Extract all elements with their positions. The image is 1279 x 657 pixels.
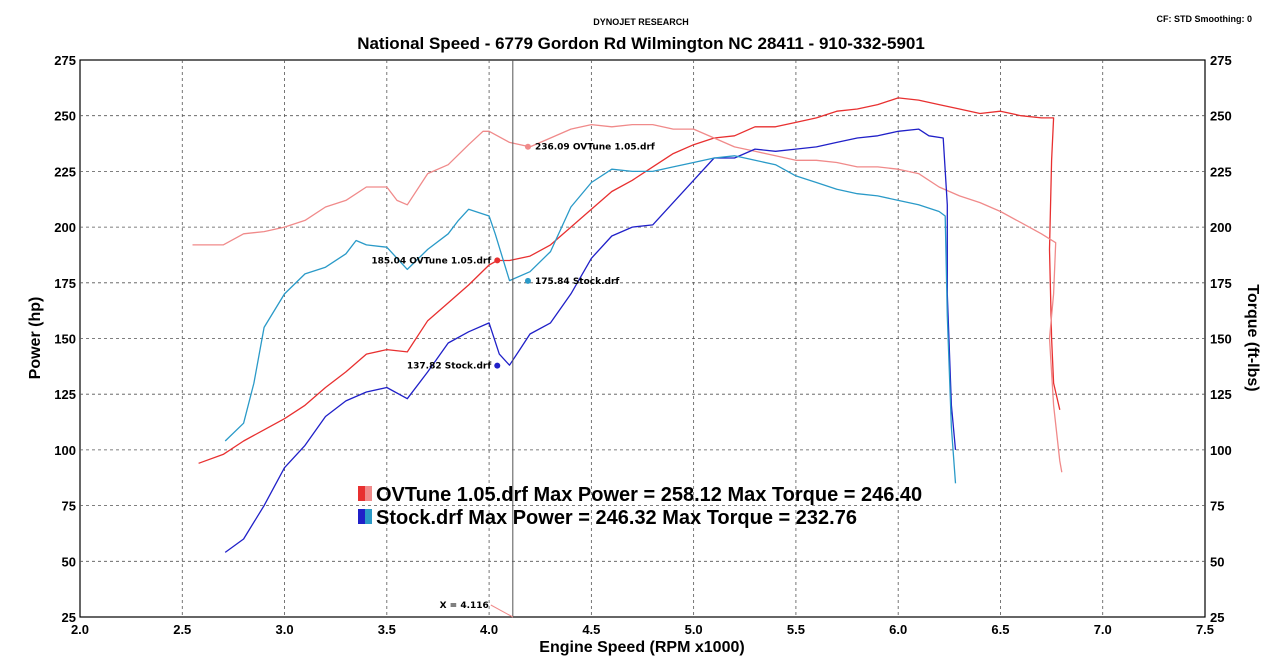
y-tick-label-left: 250 (54, 109, 76, 124)
y-tick-label-left: 200 (54, 220, 76, 235)
y-tick-label-right: 275 (1210, 53, 1232, 68)
x-tick-label: 7.5 (1196, 622, 1214, 637)
x-tick-label: 3.5 (378, 622, 396, 637)
y-tick-labels-right: 25 50 75 100 125 150 175 200 225 250 275 (1210, 53, 1232, 625)
x-tick-label: 4.5 (582, 622, 600, 637)
x-tick-label: 6.5 (991, 622, 1009, 637)
y-tick-label-left: 50 (62, 554, 76, 569)
y-tick-label-left: 100 (54, 443, 76, 458)
annotation-dot (524, 143, 531, 150)
x-tick-labels: 2.0 2.5 3.0 3.5 4.0 4.5 5.0 5.5 6.0 6.5 7.0 7.5 (71, 622, 1214, 637)
x-axis-label: Engine Speed (RPM x1000) (539, 639, 744, 656)
annotation-dot (494, 362, 501, 369)
y-tick-label-left: 75 (62, 499, 76, 514)
x-tick-label: 6.0 (889, 622, 907, 637)
y-axis-label-left: Power (hp) (27, 297, 44, 380)
legend-swatch-torque (365, 486, 372, 501)
y-tick-label-right: 25 (1210, 610, 1224, 625)
cursor-annotations: 236.09 OVTune 1.05.drf 185.04 OVTune 1.05… (371, 143, 655, 372)
legend-swatch-torque (365, 509, 372, 524)
annotation-label: 175.84 Stock.drf (535, 277, 619, 287)
ovtune-power-line (198, 97, 1061, 464)
ovtune-torque-line (192, 123, 1063, 473)
y-tick-label-right: 250 (1210, 109, 1232, 124)
x-tick-label: 5.0 (685, 622, 703, 637)
y-tick-label-right: 175 (1210, 276, 1232, 291)
y-tick-label-left: 25 (62, 610, 76, 625)
y-tick-label-left: 175 (54, 276, 76, 291)
x-tick-label: 2.5 (173, 622, 191, 637)
chart-title: National Speed - 6779 Gordon Rd Wilmingt… (357, 34, 925, 53)
legend-entry: Stock.drf Max Power = 246.32 Max Torque … (376, 507, 857, 529)
y-tick-label-right: 150 (1210, 332, 1232, 347)
x-tick-label: 7.0 (1094, 622, 1112, 637)
stock-torque-line (224, 155, 957, 484)
annotation-label: 236.09 OVTune 1.05.drf (535, 143, 655, 153)
x-tick-label: 2.0 (71, 622, 89, 637)
annotation-label: 137.82 Stock.drf (407, 362, 491, 372)
cursor-label: X = 4.116 (440, 601, 489, 611)
y-axis-label-right: Torque (ft-lbs) (1244, 284, 1261, 391)
y-tick-label-left: 150 (54, 332, 76, 347)
legend-swatch-power (358, 509, 365, 524)
y-tick-labels-left: 25 50 75 100 125 150 175 200 225 250 275 (54, 53, 76, 625)
series-lines (192, 97, 1063, 553)
legend-entry: OVTune 1.05.drf Max Power = 258.12 Max T… (376, 484, 922, 506)
y-tick-label-left: 275 (54, 53, 76, 68)
corner-info: CF: STD Smoothing: 0 (1157, 14, 1253, 24)
y-tick-label-left: 125 (54, 387, 76, 402)
grid (80, 60, 1205, 617)
rpm-cursor: X = 4.116 (440, 60, 514, 618)
x-tick-label: 4.0 (480, 622, 498, 637)
annotation-dot (494, 257, 501, 264)
annotation-label: 185.04 OVTune 1.05.drf (371, 256, 491, 266)
x-tick-label: 3.0 (276, 622, 294, 637)
legend: OVTune 1.05.drf Max Power = 258.12 Max T… (358, 484, 922, 529)
y-tick-label-right: 225 (1210, 164, 1232, 179)
x-tick-label: 5.5 (787, 622, 805, 637)
stock-power-line (224, 128, 957, 553)
chart-header: DYNOJET RESEARCH (593, 17, 689, 27)
y-tick-label-left: 225 (54, 164, 76, 179)
legend-swatch-power (358, 486, 365, 501)
y-tick-label-right: 125 (1210, 387, 1232, 402)
y-tick-label-right: 200 (1210, 220, 1232, 235)
y-tick-label-right: 50 (1210, 554, 1224, 569)
y-tick-label-right: 75 (1210, 499, 1224, 514)
annotation-dot (524, 277, 531, 284)
cursor-marker (490, 604, 514, 618)
y-tick-label-right: 100 (1210, 443, 1232, 458)
